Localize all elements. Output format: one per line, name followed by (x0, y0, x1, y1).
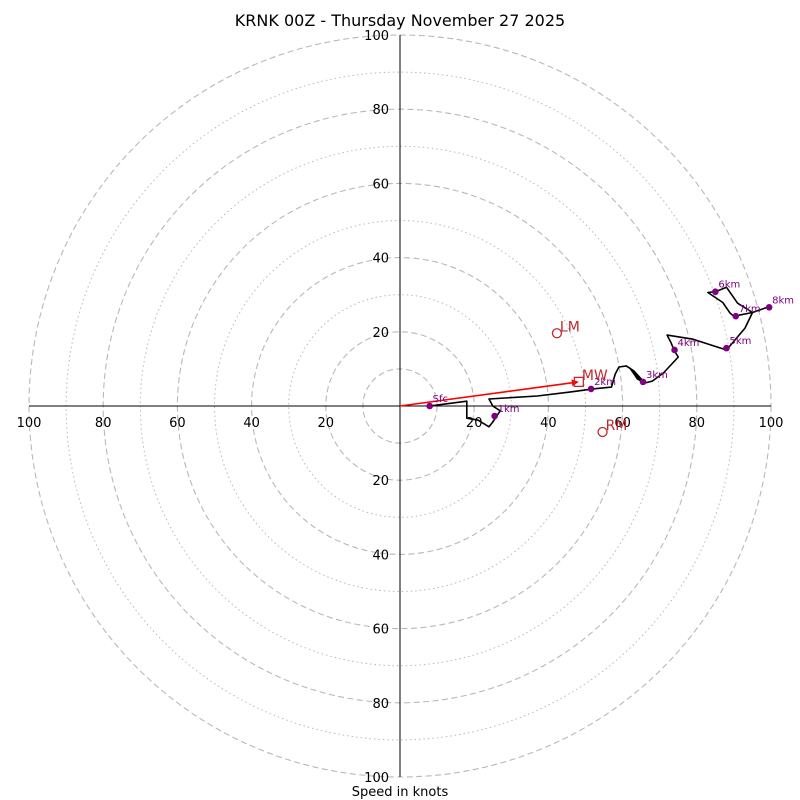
x-tick-label: 80 (95, 416, 112, 431)
shear-arrow-head (571, 379, 579, 387)
motion-marker-RM (597, 426, 608, 438)
height-label-Sfc: Sfc (433, 394, 448, 405)
height-marker-4km (671, 346, 678, 354)
height-marker-Sfc (426, 402, 433, 410)
height-label-3km: 3km (646, 370, 668, 381)
y-tick-label: 20 (372, 326, 389, 341)
height-label-1km: 1km (498, 404, 520, 415)
height-label-4km: 4km (678, 338, 700, 349)
x-tick-label: 40 (243, 416, 260, 431)
shear-arrow (399, 379, 579, 407)
height-marker-5km (723, 344, 730, 352)
height-label-8km: 8km (772, 295, 794, 306)
height-label-2km: 2km (594, 377, 616, 388)
motion-marker-MW (573, 376, 584, 388)
height-marker-1km (491, 412, 498, 420)
y-tick-label: 100 (364, 771, 389, 786)
storm-motions: LM MW RM (551, 319, 628, 438)
y-tick-label: 60 (372, 623, 389, 638)
height-marker-7km (732, 312, 740, 320)
x-tick-label: 60 (169, 416, 186, 431)
height-marker-2km (587, 385, 595, 393)
shear-arrow-line (399, 382, 572, 407)
motion-label-RM: RM (606, 418, 628, 434)
motion-label-MW: MW (582, 368, 608, 384)
height-marker-8km (765, 304, 773, 311)
y-tick-label: 40 (372, 252, 389, 267)
tick-labels: 100 80 60 40 20 20 40 60 80 100100806040202040608… (17, 29, 784, 786)
y-tick-label: 60 (372, 177, 389, 192)
x-tick-label: 60 (614, 416, 631, 431)
height-label-5km: 5km (729, 336, 751, 347)
x-tick-label: 20 (318, 416, 335, 431)
y-tick-label: 20 (372, 474, 389, 489)
y-tick-label: 80 (372, 103, 389, 118)
x-axis-label: Speed in knots (352, 785, 449, 800)
x-tick-label: 40 (540, 416, 557, 431)
height-label-7km: 7km (739, 304, 761, 315)
height-label-6km: 6km (718, 280, 740, 291)
y-tick-label: 40 (372, 548, 389, 563)
chart-title: KRNK 00Z - Thursday November 27 2025 (235, 11, 565, 30)
motion-marker-LM (551, 328, 563, 339)
x-tick-label: 100 (759, 416, 784, 431)
x-tick-label: 80 (689, 416, 706, 431)
height-markers: Sfc 1km 2km 3km 4km 5km 6km 7km 8km (426, 280, 794, 420)
height-marker-3km (639, 378, 647, 386)
motion-label-LM: LM (560, 319, 580, 335)
y-tick-label: 80 (372, 697, 389, 712)
y-tick-label: 100 (364, 29, 389, 44)
height-marker-6km (712, 288, 719, 296)
x-tick-label: 100 (17, 416, 42, 431)
